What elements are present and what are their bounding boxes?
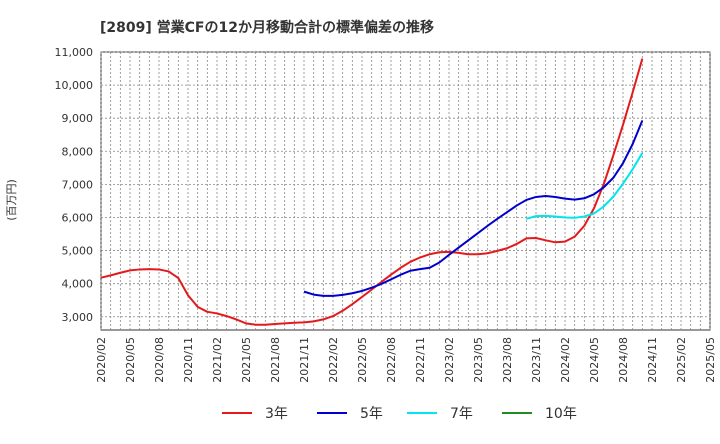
x-tick-label: 2021/02 bbox=[211, 337, 224, 383]
x-tick-label: 2023/02 bbox=[443, 337, 456, 383]
y-tick-label: 7,000 bbox=[62, 178, 94, 191]
grid bbox=[100, 51, 711, 331]
x-tick-label: 2024/05 bbox=[588, 337, 601, 383]
y-tick-label: 8,000 bbox=[62, 145, 94, 158]
x-tick-label: 2021/05 bbox=[240, 337, 253, 383]
x-tick-label: 2020/08 bbox=[153, 337, 166, 383]
x-tick-label: 2021/08 bbox=[269, 337, 282, 383]
x-tick-label: 2025/02 bbox=[675, 337, 688, 383]
x-tick-label: 2022/08 bbox=[385, 337, 398, 383]
y-tick-label: 11,000 bbox=[55, 46, 94, 59]
series-line bbox=[526, 152, 644, 220]
x-tick-label: 2020/02 bbox=[95, 337, 108, 383]
series-line bbox=[303, 120, 644, 297]
y-tick-label: 6,000 bbox=[62, 211, 94, 224]
x-tick-label: 2020/11 bbox=[182, 337, 195, 383]
x-tick-label: 2024/08 bbox=[617, 337, 630, 383]
x-tick-label: 2022/02 bbox=[327, 337, 340, 383]
legend-label: 3年 bbox=[265, 406, 288, 422]
legend: 3年 5年 7年 10年 bbox=[222, 406, 577, 422]
series-lines bbox=[100, 58, 644, 326]
y-tick-label: 5,000 bbox=[62, 245, 94, 258]
x-tick-label: 2025/05 bbox=[704, 337, 717, 383]
x-tick-label: 2023/05 bbox=[472, 337, 485, 383]
y-axis-label: (百万円) bbox=[5, 179, 18, 221]
legend-label: 5年 bbox=[360, 406, 383, 422]
series-line bbox=[100, 58, 644, 326]
y-tick-label: 4,000 bbox=[62, 278, 94, 291]
x-tick-label: 2024/11 bbox=[646, 337, 659, 383]
x-tick-label: 2021/11 bbox=[298, 337, 311, 383]
x-tick-label: 2020/05 bbox=[124, 337, 137, 383]
axes: 3,000 4,000 5,000 6,000 7,000 8,000 9,000 10,00… bbox=[55, 46, 718, 383]
legend-label: 7年 bbox=[450, 406, 473, 422]
y-tick-label: 9,000 bbox=[62, 112, 94, 125]
chart-title: [2809] 営業CFの12か月移動合計の標準偏差の推移 bbox=[100, 19, 434, 36]
x-tick-label: 2023/08 bbox=[501, 337, 514, 383]
y-tick-label: 10,000 bbox=[55, 79, 94, 92]
x-tick-label: 2022/11 bbox=[414, 337, 427, 383]
x-tick-label: 2023/11 bbox=[530, 337, 543, 383]
x-tick-label: 2022/05 bbox=[356, 337, 369, 383]
y-tick-label: 3,000 bbox=[62, 311, 94, 324]
x-tick-label: 2024/02 bbox=[559, 337, 572, 383]
legend-label: 10年 bbox=[545, 406, 577, 422]
